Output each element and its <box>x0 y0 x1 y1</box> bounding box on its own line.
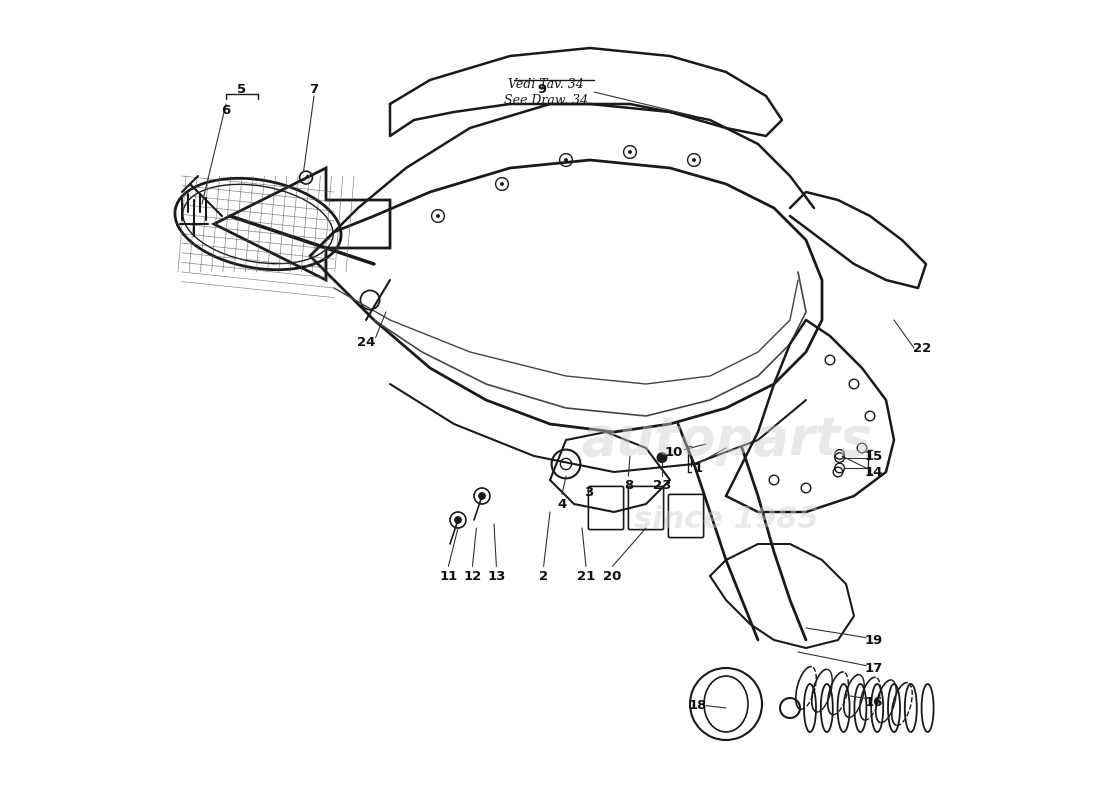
Text: See Draw. 34: See Draw. 34 <box>504 94 588 106</box>
Text: 7: 7 <box>309 83 319 96</box>
Text: 10: 10 <box>664 446 683 458</box>
Circle shape <box>692 158 695 162</box>
Text: 19: 19 <box>865 634 883 646</box>
Circle shape <box>500 182 504 186</box>
Text: 2: 2 <box>539 570 548 582</box>
Text: 9: 9 <box>538 83 547 96</box>
Text: 4: 4 <box>558 498 566 510</box>
Text: 15: 15 <box>865 450 883 462</box>
Text: 21: 21 <box>576 570 595 582</box>
Circle shape <box>657 453 667 462</box>
Text: 1: 1 <box>693 462 703 474</box>
Circle shape <box>454 517 461 523</box>
Text: 5: 5 <box>238 83 246 96</box>
Circle shape <box>628 150 631 154</box>
Text: 11: 11 <box>439 570 458 582</box>
Text: 18: 18 <box>689 699 707 712</box>
Text: 13: 13 <box>487 570 506 582</box>
Circle shape <box>437 214 440 218</box>
Text: 12: 12 <box>463 570 482 582</box>
Text: 14: 14 <box>865 466 883 478</box>
Text: 3: 3 <box>584 486 593 498</box>
Text: 17: 17 <box>865 662 883 674</box>
Circle shape <box>478 493 485 499</box>
Text: 22: 22 <box>913 342 931 354</box>
Text: 23: 23 <box>652 479 671 492</box>
Text: 6: 6 <box>221 104 231 117</box>
Text: 8: 8 <box>624 479 632 492</box>
Text: 20: 20 <box>603 570 622 582</box>
Text: 24: 24 <box>356 336 375 349</box>
Text: autoparts: autoparts <box>581 414 871 466</box>
Text: 16: 16 <box>865 696 883 709</box>
Circle shape <box>564 158 568 162</box>
Text: since 1985: since 1985 <box>634 506 818 534</box>
Text: Vedi Tav. 34: Vedi Tav. 34 <box>508 78 584 90</box>
